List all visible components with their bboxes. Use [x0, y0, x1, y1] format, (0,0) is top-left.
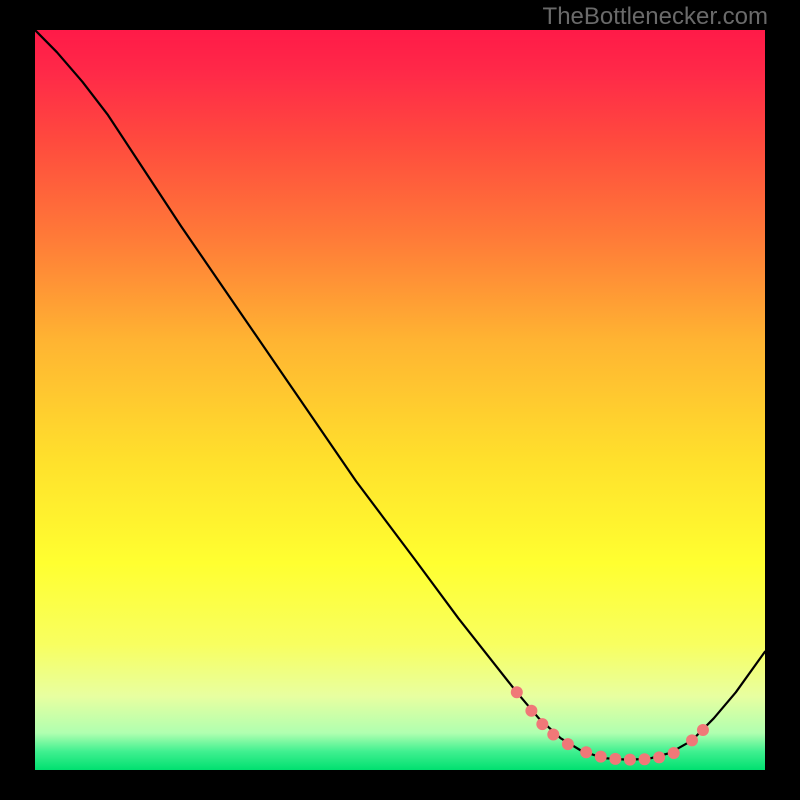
- curve-marker: [639, 753, 651, 765]
- bottleneck-curve: [35, 30, 765, 760]
- curve-marker: [595, 751, 607, 763]
- curve-marker: [686, 734, 698, 746]
- curve-marker: [580, 746, 592, 758]
- curve-marker: [511, 686, 523, 698]
- curve-marker: [609, 753, 621, 765]
- curve-marker: [668, 747, 680, 759]
- chart-frame: TheBottlenecker.com: [0, 0, 800, 800]
- curve-marker: [653, 751, 665, 763]
- curve-marker: [547, 728, 559, 740]
- curve-marker: [536, 718, 548, 730]
- curve-marker: [562, 738, 574, 750]
- plot-area: [35, 30, 765, 770]
- chart-overlay: [35, 30, 765, 770]
- curve-marker: [624, 754, 636, 766]
- watermark-text: TheBottlenecker.com: [543, 3, 768, 31]
- curve-marker: [525, 705, 537, 717]
- curve-marker: [697, 724, 709, 736]
- marker-group: [511, 686, 709, 765]
